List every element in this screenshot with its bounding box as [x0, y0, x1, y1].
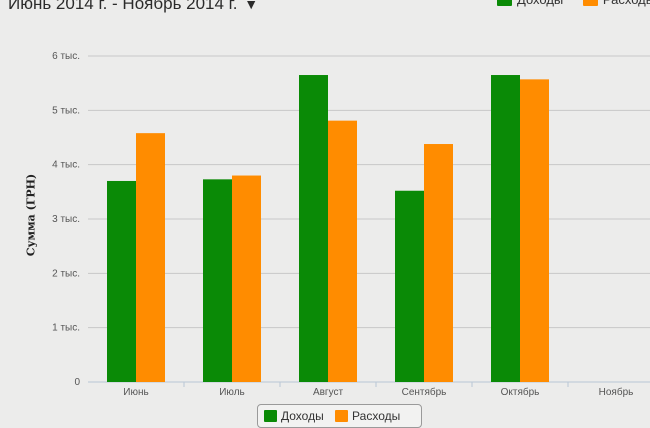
x-tick-label: Сентябрь — [402, 386, 447, 398]
bar-expenses — [136, 133, 165, 382]
legend-label-expenses: Расходы — [603, 0, 650, 7]
bottom-legend-label-income: Доходы — [281, 409, 324, 423]
bar-expenses — [232, 175, 261, 382]
legend-label-income: Доходы — [517, 0, 563, 7]
y-tick-label: 5 тыс. — [52, 105, 80, 116]
x-tick-label: Август — [313, 387, 344, 398]
y-tick-label: 6 тыс. — [52, 51, 80, 62]
bottom-legend-label-expenses: Расходы — [352, 409, 401, 423]
y-tick-label: 0 — [74, 377, 80, 388]
y-tick-label: 3 тыс. — [52, 214, 80, 225]
bottom-legend-item-expenses[interactable]: Расходы — [335, 409, 400, 423]
bottom-legend: Доходы Расходы — [257, 404, 422, 428]
bottom-expenses-swatch — [335, 410, 349, 422]
x-tick-label: Июнь — [123, 387, 148, 398]
top-legend: Доходы Расходы — [497, 0, 650, 7]
income-swatch — [497, 0, 512, 6]
bar-expenses — [520, 79, 549, 382]
bottom-income-swatch — [264, 410, 277, 422]
expenses-swatch — [582, 0, 598, 6]
legend-item-expenses[interactable]: Расходы — [582, 0, 650, 7]
y-tick-label: 1 тыс. — [52, 323, 80, 334]
bar-income — [395, 190, 424, 382]
legend-item-income[interactable]: Доходы — [497, 0, 563, 7]
bar-income — [107, 180, 136, 382]
bar-expenses — [424, 144, 453, 382]
bar-income — [491, 75, 520, 383]
y-tick-label: 4 тыс. — [52, 160, 80, 171]
date-range-selector[interactable]: Июнь 2014 г. - Ноябрь 2014 г. ▼ — [8, 0, 258, 14]
y-tick-label: 2 тыс. — [52, 268, 80, 279]
bar-income — [299, 75, 328, 383]
x-tick-label: Октябрь — [501, 386, 540, 398]
dropdown-arrow-icon[interactable]: ▼ — [244, 0, 259, 12]
x-tick-label: Ноябрь — [599, 386, 634, 398]
bar-income — [203, 179, 232, 382]
x-tick-label: Июль — [219, 387, 245, 398]
bar-expenses — [328, 120, 357, 382]
date-range-label: Июнь 2014 г. - Ноябрь 2014 г. — [8, 0, 238, 13]
bottom-legend-item-income[interactable]: Доходы — [264, 409, 324, 423]
